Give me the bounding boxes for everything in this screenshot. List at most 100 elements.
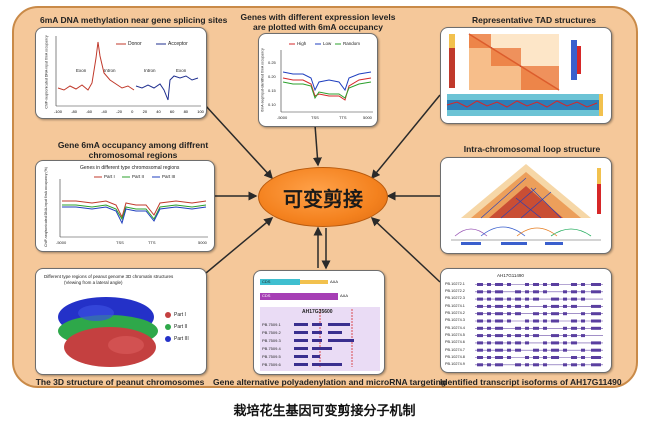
- isoform-exon: [525, 290, 529, 294]
- isoform-row-label: PB.10274.6: [445, 340, 465, 345]
- panel-title-loop: Intra-chromosomal loop structure: [463, 144, 601, 154]
- expression-xtick-4: 5000: [363, 115, 372, 120]
- isoform-exon: [507, 297, 511, 301]
- isoform-exon: [495, 334, 503, 338]
- isoform-row-label: PB.10272.1: [445, 281, 465, 286]
- isoform-exon: [515, 326, 521, 330]
- regions-xtick-4: 5000: [198, 240, 207, 245]
- methylation-chart: [55, 36, 201, 107]
- isoform-exon: [477, 356, 483, 359]
- isoform-exon: [487, 363, 491, 367]
- isoform-exon: [543, 312, 547, 316]
- isoform-exon: [543, 341, 547, 345]
- isoform-exon: [477, 348, 483, 352]
- apa-isoform-6: PB.7509.6: [262, 362, 281, 367]
- panel-title-expression-1: Genes with different expression levels: [240, 12, 396, 22]
- expression-ytick-4: 0.10: [268, 102, 276, 107]
- isoform-exon: [533, 283, 539, 286]
- isoform-exon: [515, 304, 521, 308]
- isoform-exon: [581, 319, 585, 323]
- 3d-inner-subtitle: (Viewing from a lateral angle): [64, 280, 123, 285]
- isoform-exon: [543, 326, 547, 330]
- panel-loop: [440, 157, 612, 254]
- isoform-exon: [495, 363, 503, 367]
- legend-part3: Part III: [162, 174, 176, 179]
- isoform-exon: [477, 283, 483, 286]
- isoform-exon: [581, 283, 585, 286]
- isoform-exon: [563, 334, 567, 338]
- isoform-exon: [533, 348, 539, 352]
- isoform-exon: [525, 356, 529, 359]
- legend-part2: Part II: [132, 174, 145, 179]
- isoform-exon: [515, 363, 521, 367]
- isoform-exon: [563, 341, 567, 345]
- isoform-exon: [543, 348, 547, 352]
- isoform-exon: [533, 290, 539, 294]
- isoform-exon: [551, 341, 559, 345]
- isoform-exon: [533, 297, 539, 301]
- isoform-exon: [543, 363, 547, 367]
- isoform-exon: [495, 356, 503, 359]
- apa-isoform-1: PB.7509.1: [262, 322, 281, 327]
- isoform-exon: [591, 363, 601, 367]
- part3-series: [62, 206, 207, 225]
- isoform-exon: [581, 290, 585, 294]
- isoform-exon: [533, 312, 539, 316]
- isoform-exon: [515, 297, 521, 301]
- isoform-exon: [591, 319, 601, 323]
- isoform-exon: [563, 304, 567, 308]
- isoform-exon: [495, 283, 503, 286]
- expression-xtick-3: TTS: [339, 115, 347, 120]
- isoform-exon: [571, 283, 577, 286]
- isoform-row-label: PB.10274.3: [445, 318, 465, 323]
- isoform-exon: [543, 356, 547, 359]
- isoform-exon: [495, 326, 503, 330]
- isoform-exon: [495, 348, 503, 352]
- isoform-exon: [515, 312, 521, 316]
- isoform-exon: [487, 348, 491, 352]
- expression-xtick-1: -5000: [277, 115, 288, 120]
- panel-title-tad: Representative TAD structures: [471, 15, 597, 25]
- arrow-tad: [371, 94, 441, 180]
- isoform-exon: [487, 283, 491, 286]
- expression-ytick-3: 0.15: [268, 88, 276, 93]
- random-series: [282, 81, 372, 100]
- panel-3d: Different type regions of peanut genome …: [35, 268, 207, 375]
- isoform-exon: [581, 334, 585, 338]
- arrow-expression: [312, 124, 322, 167]
- isoform-exon: [507, 348, 511, 352]
- isoform-exon: [563, 363, 567, 367]
- isoform-exon: [507, 312, 511, 316]
- isoform-exon: [591, 356, 601, 359]
- methylation-ylabel: ChIP-seq/sonicated DNA-input 6mA occupan…: [44, 35, 49, 109]
- isoform-exon: [533, 326, 539, 330]
- 3d-inner-title: Different type regions of peanut genome …: [44, 274, 174, 279]
- isoform-exon: [591, 348, 601, 352]
- isoform-exon: [551, 319, 559, 323]
- polyadenylation-graphic: [260, 279, 380, 371]
- panel-title-polyadenylation: Gene alternative polyadenylation and mic…: [213, 377, 447, 387]
- arrow-isoforms: [370, 216, 441, 283]
- isoform-exon: [487, 312, 491, 316]
- isoform-exon: [477, 290, 483, 294]
- isoform-exon: [477, 334, 483, 338]
- isoform-exon: [525, 283, 529, 286]
- isoform-row-label: PB.10274.7: [445, 347, 465, 352]
- isoform-exon: [507, 283, 511, 286]
- label-exon-left: Exon: [76, 68, 87, 73]
- isoform-exon: [477, 312, 483, 316]
- part2-series: [62, 204, 207, 221]
- isoform-exon: [495, 304, 503, 308]
- loop-graphic: [451, 164, 601, 245]
- isoform-exon: [495, 341, 503, 345]
- isoform-exon: [551, 334, 559, 338]
- expression-ytick-1: 0.25: [268, 60, 276, 65]
- methylation-xticks: -100 -80 -60 -40 -20 0 20 40 60 80 100: [54, 109, 204, 114]
- apa-cds-label-1: CDS: [262, 279, 271, 284]
- isoform-exon: [515, 334, 521, 338]
- apa-gene-label: AH17G35600: [302, 309, 333, 315]
- legend-high: High: [297, 41, 307, 46]
- apa-isoform-2: PB.7509.2: [262, 330, 281, 335]
- apa-isoform-3: PB.7509.3: [262, 338, 281, 343]
